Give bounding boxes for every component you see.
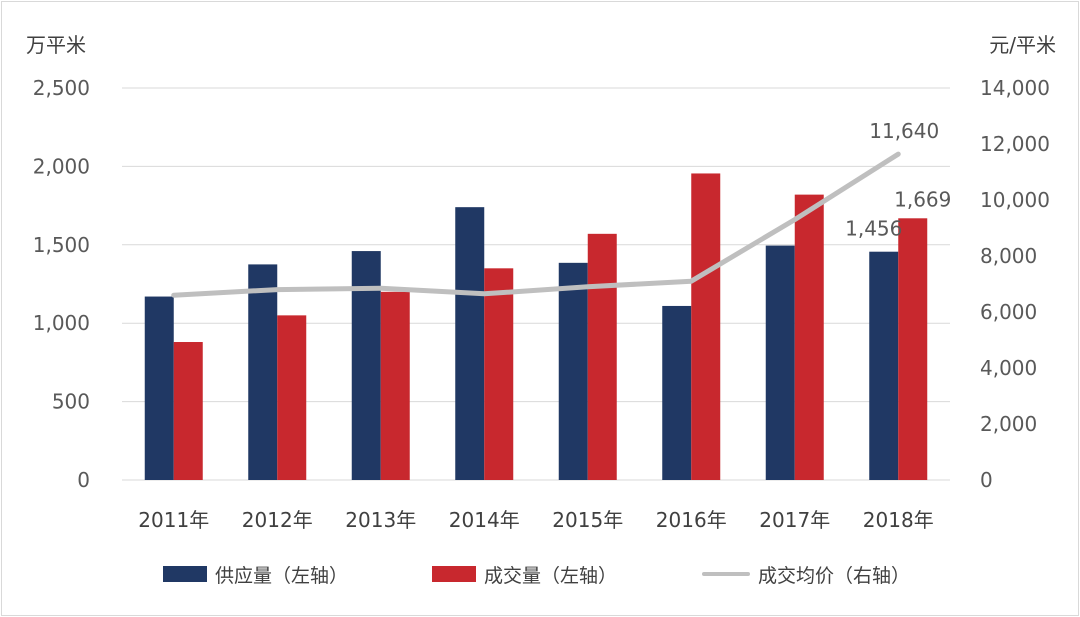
right-axis-unit: 元/平米	[989, 33, 1056, 57]
left-axis-unit: 万平米	[26, 33, 86, 57]
bar-deal	[484, 268, 514, 480]
x-tick-label: 2013年	[345, 508, 416, 532]
right-tick-label: 0	[980, 468, 993, 492]
x-tick-label: 2017年	[759, 508, 830, 532]
legend-deal: 成交量（左轴）	[432, 556, 617, 592]
legend-supply: 供应量（左轴）	[163, 556, 348, 592]
bar-supply	[869, 251, 899, 480]
x-tick-label: 2012年	[242, 508, 313, 532]
legend-deal-label: 成交量（左轴）	[484, 564, 618, 587]
bar-deal	[173, 342, 203, 480]
bar-deal	[898, 218, 928, 481]
legend-deal-swatch	[432, 566, 476, 582]
right-tick-label: 10,000	[980, 188, 1050, 212]
legend-supply-label: 供应量（左轴）	[215, 564, 349, 587]
left-axis-ticks: 0 500 1,000 1,500 2,000 2,500	[33, 76, 90, 492]
bar-supply	[144, 296, 174, 480]
left-tick-label: 0	[77, 468, 90, 492]
bar-deal	[380, 291, 410, 480]
x-tick-label: 2011年	[138, 508, 209, 532]
right-axis-ticks: 0 2,000 4,000 6,000 8,000 10,000 12,000 14,000	[980, 76, 1050, 492]
price-line	[171, 151, 901, 298]
right-tick-label: 12,000	[980, 132, 1050, 156]
gridlines	[122, 87, 950, 481]
left-tick-label: 1,500	[33, 233, 90, 257]
right-tick-label: 2,000	[980, 412, 1037, 436]
x-tick-label: 2014年	[449, 508, 520, 532]
data-label: 1,669	[894, 187, 951, 211]
bars	[144, 173, 928, 481]
x-tick-label: 2015年	[552, 508, 623, 532]
bar-supply	[351, 251, 381, 480]
right-tick-label: 6,000	[980, 300, 1037, 324]
x-tick-label: 2016年	[656, 508, 727, 532]
right-tick-label: 14,000	[980, 76, 1050, 100]
bar-deal	[277, 315, 307, 480]
legend-price: 成交均价（右轴）	[702, 556, 910, 592]
left-tick-label: 1,000	[33, 311, 90, 335]
bar-supply	[662, 305, 692, 480]
data-label: 1,456	[845, 217, 902, 241]
bar-deal	[794, 194, 824, 480]
right-tick-label: 8,000	[980, 244, 1037, 268]
left-tick-label: 2,500	[33, 76, 90, 100]
bar-supply	[248, 264, 278, 480]
bar-supply	[455, 207, 485, 480]
legend-price-swatch	[702, 572, 750, 576]
price-line-path	[171, 151, 901, 298]
legend: 供应量（左轴） 成交量（左轴） 成交均价（右轴）	[0, 556, 1080, 592]
bar-supply	[765, 245, 795, 480]
left-tick-label: 2,000	[33, 154, 90, 178]
left-tick-label: 500	[52, 390, 90, 414]
x-tick-label: 2018年	[863, 508, 934, 532]
bar-supply	[558, 262, 588, 480]
data-labels: 1,456 1,669 11,640	[845, 119, 951, 241]
x-axis-labels: 2011年 2012年 2013年 2014年 2015年 2016年 2017年 2018年	[138, 508, 933, 532]
legend-supply-swatch	[163, 566, 207, 582]
right-tick-label: 4,000	[980, 356, 1037, 380]
bar-deal	[691, 173, 721, 480]
data-label: 11,640	[869, 119, 939, 143]
legend-price-label: 成交均价（右轴）	[758, 564, 911, 587]
bar-deal	[587, 233, 617, 480]
